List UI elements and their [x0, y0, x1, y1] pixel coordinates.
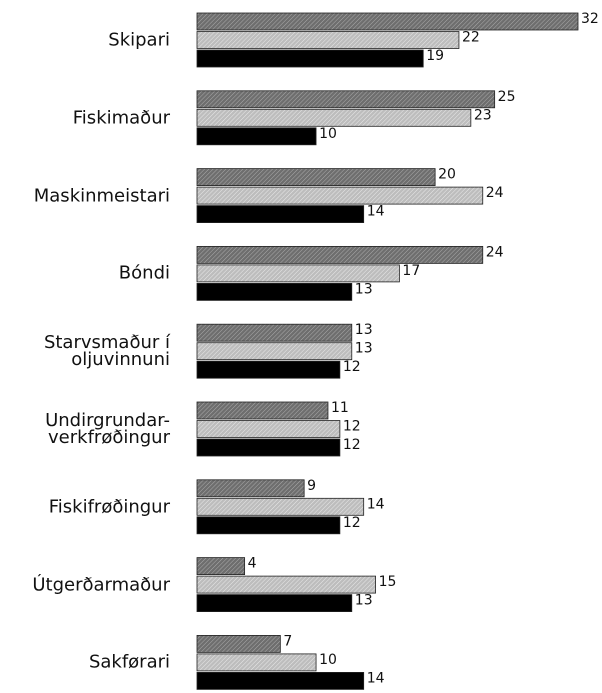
bar: [196, 497, 365, 516]
bar: [196, 635, 281, 653]
bar: [196, 31, 460, 49]
bar: [196, 49, 424, 68]
value-label: 13: [355, 593, 373, 609]
value-label: 25: [498, 89, 516, 105]
bar: [196, 323, 353, 342]
value-label: 12: [343, 515, 361, 531]
value-label: 14: [367, 496, 385, 512]
bar: [196, 108, 472, 127]
category-label: Maskinmeistari: [33, 185, 170, 207]
value-label: 12: [343, 359, 361, 375]
value-label: 12: [343, 437, 361, 453]
value-label: 24: [486, 185, 504, 201]
value-label: 17: [402, 263, 420, 279]
bar: [196, 12, 579, 31]
value-label: 32: [581, 11, 599, 27]
value-label: 12: [343, 419, 361, 435]
category-label: Fiskimaður: [72, 107, 170, 129]
bar: [196, 438, 341, 457]
value-label: 14: [367, 204, 385, 220]
bar: [196, 653, 317, 672]
value-label: 13: [355, 322, 373, 338]
bar: [196, 186, 484, 205]
category-label: Fiskifrøðingur: [48, 496, 170, 518]
bar: [196, 575, 376, 594]
value-label: 19: [426, 48, 444, 64]
bar: [196, 516, 341, 535]
value-label: 4: [248, 556, 257, 572]
bar: [196, 594, 353, 612]
value-label: 15: [379, 574, 397, 590]
value-label: 11: [331, 400, 349, 416]
bar: [196, 479, 305, 498]
bar: [196, 245, 484, 264]
bar: [196, 401, 329, 420]
category-label: Sakførari: [88, 651, 170, 673]
category-label: Útgerðarmaður: [32, 574, 170, 596]
bar: [196, 90, 496, 109]
bar: [196, 360, 341, 379]
value-label: 20: [438, 167, 456, 183]
bar: [196, 557, 246, 575]
value-label: 24: [486, 244, 504, 260]
category-label: Skipari: [108, 29, 170, 51]
value-label: 9: [307, 478, 316, 494]
bar: [196, 127, 317, 146]
value-label: 10: [319, 126, 337, 142]
value-label: 7: [283, 633, 292, 649]
value-label: 23: [474, 107, 492, 123]
value-label: 13: [355, 341, 373, 357]
value-label: 13: [355, 281, 373, 297]
category-label: Starvsmaður í oljuvinnuni: [43, 332, 170, 371]
value-label: 14: [367, 670, 385, 686]
bar: [196, 672, 365, 690]
value-label: 22: [462, 30, 480, 46]
bar: [196, 420, 341, 438]
category-label: Undirgrundar- verkfrøðingur: [45, 410, 170, 448]
category-label: Bóndi: [118, 262, 170, 284]
bar: [196, 342, 353, 361]
bar: [196, 168, 436, 187]
value-label: 10: [319, 652, 337, 668]
bar: [196, 282, 353, 301]
bar: [196, 264, 400, 283]
bar: [196, 205, 365, 224]
